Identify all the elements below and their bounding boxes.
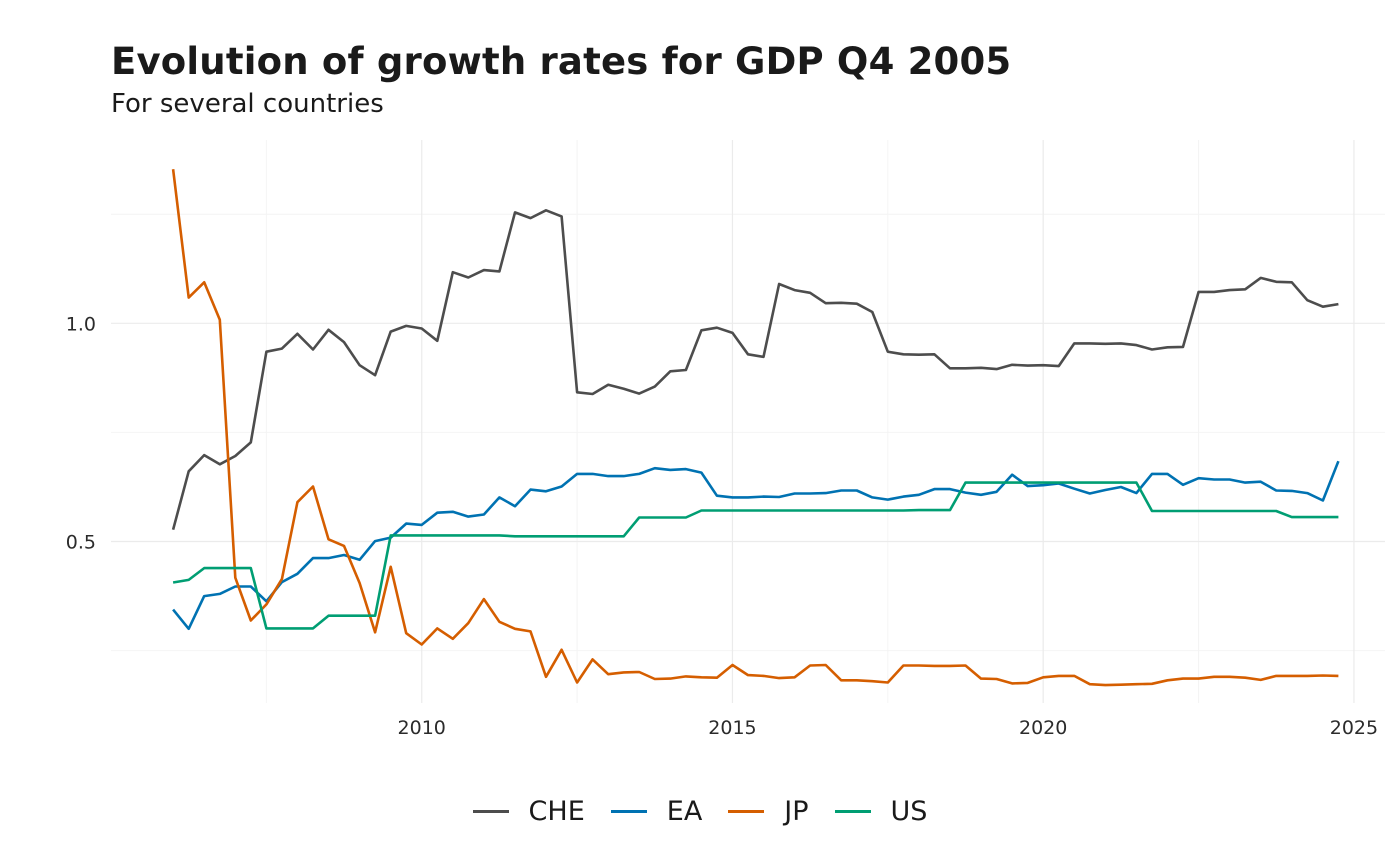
gridlines (111, 140, 1385, 703)
legend-key (610, 809, 647, 813)
series-line-jp (171, 169, 1339, 687)
x-tick-label: 2025 (1330, 717, 1378, 739)
legend-item-us: US (834, 795, 928, 827)
chart-subtitle: For several countries (111, 89, 384, 119)
y-tick-label: 0.5 (66, 532, 96, 554)
legend-label: JP (784, 795, 809, 827)
chart-title: Evolution of growth rates for GDP Q4 200… (111, 40, 1012, 83)
x-tick-label: 2020 (1019, 717, 1067, 739)
legend-item-jp: JP (728, 795, 809, 827)
legend-item-che: CHE (472, 795, 585, 827)
x-tick-label: 2010 (398, 717, 446, 739)
series-lines (171, 169, 1340, 687)
legend-key (472, 809, 509, 813)
legend-key (834, 809, 871, 813)
series-line-us (172, 481, 1339, 630)
legend-key (728, 809, 765, 813)
legend: CHE EA JP US (0, 790, 1400, 832)
legend-label: EA (666, 795, 703, 827)
legend-item-ea: EA (610, 795, 703, 827)
series-line-ea (172, 460, 1340, 631)
y-tick-label: 1.0 (66, 313, 96, 335)
series-line-che (171, 209, 1339, 531)
x-tick-label: 2015 (708, 717, 756, 739)
legend-label: US (890, 795, 928, 827)
axis-tick-labels: 2010 2015 2020 2025 0.5 1.0 (66, 313, 1378, 739)
legend-label: CHE (528, 795, 585, 827)
